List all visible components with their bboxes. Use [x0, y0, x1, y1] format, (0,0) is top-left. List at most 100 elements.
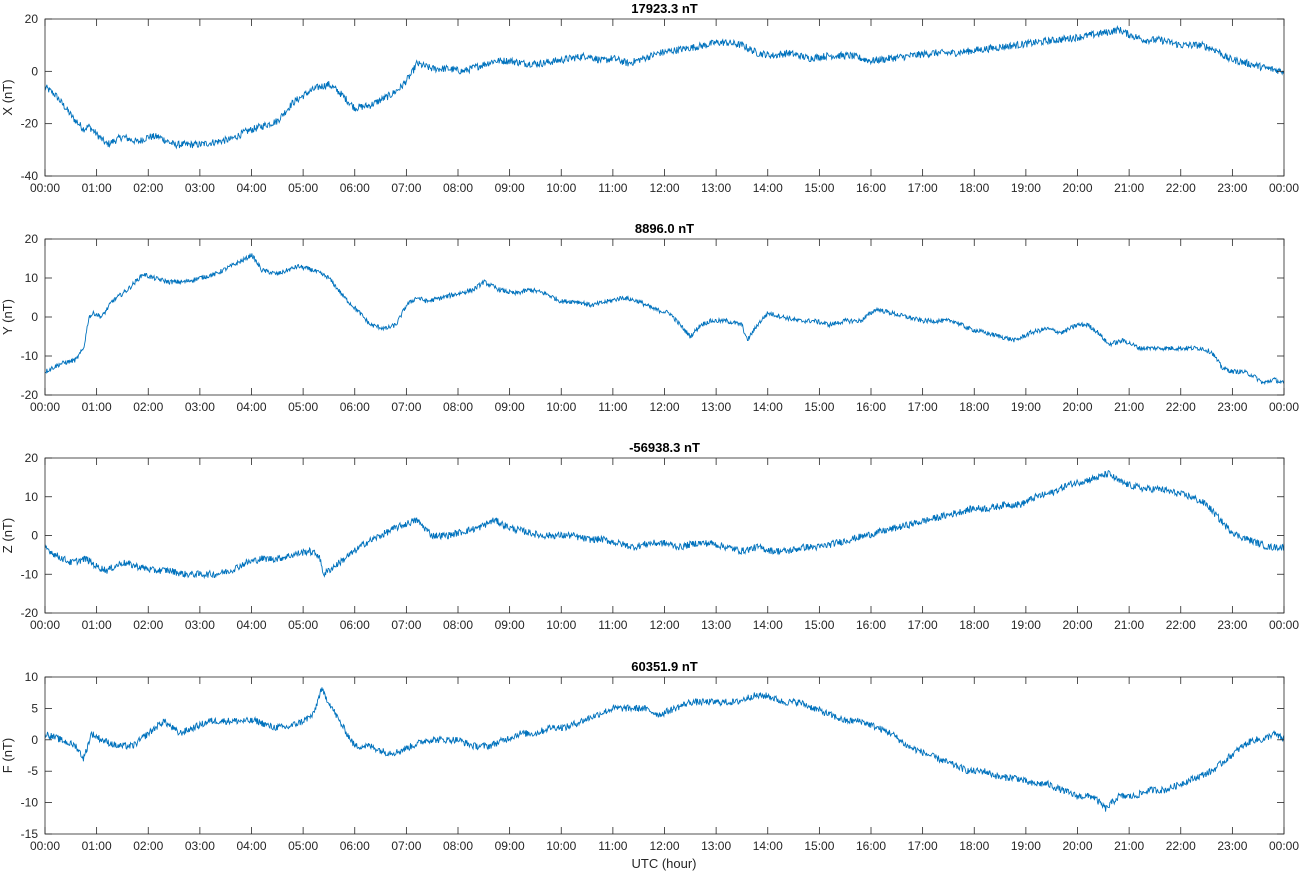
x-tick-label: 22:00 [1166, 400, 1196, 414]
y-tick-label: 10 [25, 271, 39, 285]
series-line-1 [45, 25, 1284, 150]
x-tick-label: 04:00 [236, 400, 266, 414]
y-tick-label: 0 [31, 64, 38, 78]
x-tick-label: 08:00 [443, 400, 473, 414]
x-tick-label: 18:00 [959, 181, 989, 195]
y-tick-label: -10 [21, 349, 39, 363]
x-tick-label: 12:00 [649, 618, 679, 632]
x-tick-label: 09:00 [495, 618, 525, 632]
y-tick-label: -15 [21, 827, 39, 841]
y-axis-label: X (nT) [0, 79, 15, 115]
x-tick-label: 23:00 [1217, 618, 1247, 632]
x-tick-label: 22:00 [1166, 181, 1196, 195]
panel-2: -20 -10 0 10 20 00:00 01:00 02:00 03:00 04:00 05:0… [0, 221, 1299, 414]
x-tick-label: 13:00 [701, 839, 731, 853]
y-tick-label: -20 [21, 606, 39, 620]
x-tick-label: 07:00 [391, 839, 421, 853]
x-tick-label: 21:00 [1114, 618, 1144, 632]
x-tick-label: 11:00 [598, 839, 627, 853]
x-tick-label: 01:00 [82, 618, 112, 632]
x-tick-label: 14:00 [753, 618, 783, 632]
x-tick-label: 14:00 [753, 181, 783, 195]
x-tick-label: 23:00 [1217, 400, 1247, 414]
x-tick-label: 20:00 [1062, 400, 1092, 414]
x-tick-label: 18:00 [959, 400, 989, 414]
panel-3: -20 -10 0 10 20 00:00 01:00 02:00 03:00 04:00 05:0… [0, 440, 1299, 632]
x-tick-label: 16:00 [856, 400, 886, 414]
panel-title: 60351.9 nT [631, 659, 698, 674]
axes-box [44, 238, 1285, 396]
x-tick-label: 21:00 [1114, 400, 1144, 414]
x-tick-label: 02:00 [133, 618, 163, 632]
series-line-4 [45, 687, 1284, 812]
panel-4: -15 -10 -5 0 5 10 00:00 01:00 02:00 03:00 04:00 05:… [0, 659, 1299, 853]
y-tick-label: 20 [25, 232, 39, 246]
y-tick-label: 0 [31, 529, 38, 543]
axes-box [44, 676, 1285, 835]
x-tick-label: 00:00 [1269, 618, 1299, 632]
x-tick-label: 13:00 [701, 181, 731, 195]
y-tick-label: 0 [31, 733, 38, 747]
y-axis-label: F (nT) [0, 738, 15, 773]
x-tick-label: 09:00 [495, 839, 525, 853]
x-tick-label: 17:00 [908, 400, 938, 414]
x-tick-label: 04:00 [236, 181, 266, 195]
series-line-3 [45, 469, 1284, 580]
x-tick-label: 21:00 [1114, 839, 1144, 853]
x-tick-label: 11:00 [598, 400, 627, 414]
x-tick-label: 04:00 [236, 839, 266, 853]
x-tick-label: 14:00 [753, 839, 783, 853]
x-tick-label: 14:00 [753, 400, 783, 414]
x-tick-label: 03:00 [185, 618, 215, 632]
x-tick-label: 07:00 [391, 181, 421, 195]
x-tick-label: 18:00 [959, 839, 989, 853]
x-tick-label: 19:00 [1011, 400, 1041, 414]
x-tick-label: 10:00 [546, 181, 576, 195]
x-tick-label: 22:00 [1166, 618, 1196, 632]
x-tick-label: 01:00 [82, 400, 112, 414]
x-tick-label: 00:00 [1269, 400, 1299, 414]
x-tick-label: 09:00 [495, 400, 525, 414]
y-axis-label: Y (nT) [0, 299, 15, 335]
x-tick-label: 12:00 [649, 400, 679, 414]
x-tick-label: 00:00 [1269, 181, 1299, 195]
x-tick-label: 19:00 [1011, 839, 1041, 853]
x-tick-label: 08:00 [443, 181, 473, 195]
x-tick-label: 07:00 [391, 400, 421, 414]
x-tick-label: 23:00 [1217, 839, 1247, 853]
x-tick-label: 12:00 [649, 181, 679, 195]
x-tick-label: 10:00 [546, 618, 576, 632]
x-tick-label: 00:00 [30, 400, 60, 414]
x-tick-label: 09:00 [495, 181, 525, 195]
x-tick-label: 17:00 [908, 839, 938, 853]
x-tick-label: 06:00 [340, 839, 370, 853]
y-tick-label: 10 [25, 490, 39, 504]
x-tick-label: 00:00 [30, 181, 60, 195]
x-tick-label: 19:00 [1011, 181, 1041, 195]
x-tick-label: 05:00 [288, 400, 318, 414]
y-tick-label: 20 [25, 12, 39, 26]
axes-box [44, 18, 1285, 177]
x-tick-label: 05:00 [288, 618, 318, 632]
x-tick-label: 16:00 [856, 181, 886, 195]
x-tick-label: 15:00 [804, 181, 834, 195]
y-tick-label: 0 [31, 310, 38, 324]
x-tick-label: 07:00 [391, 618, 421, 632]
y-tick-label: -20 [21, 388, 39, 402]
panel-title: 8896.0 nT [635, 221, 694, 236]
x-tick-label: 10:00 [546, 400, 576, 414]
x-tick-label: 04:00 [236, 618, 266, 632]
y-tick-label: 10 [25, 670, 39, 684]
series-line-2 [45, 253, 1284, 386]
x-tick-label: 10:00 [546, 839, 576, 853]
x-tick-label: 01:00 [82, 181, 112, 195]
x-axis-label: UTC (hour) [631, 856, 696, 871]
x-tick-label: 03:00 [185, 400, 215, 414]
panel-title: -56938.3 nT [629, 440, 700, 455]
y-tick-label: 20 [25, 451, 39, 465]
y-axis-label: Z (nT) [0, 518, 15, 553]
y-tick-label: 5 [31, 701, 38, 715]
x-tick-label: 18:00 [959, 618, 989, 632]
x-tick-label: 00:00 [1269, 839, 1299, 853]
